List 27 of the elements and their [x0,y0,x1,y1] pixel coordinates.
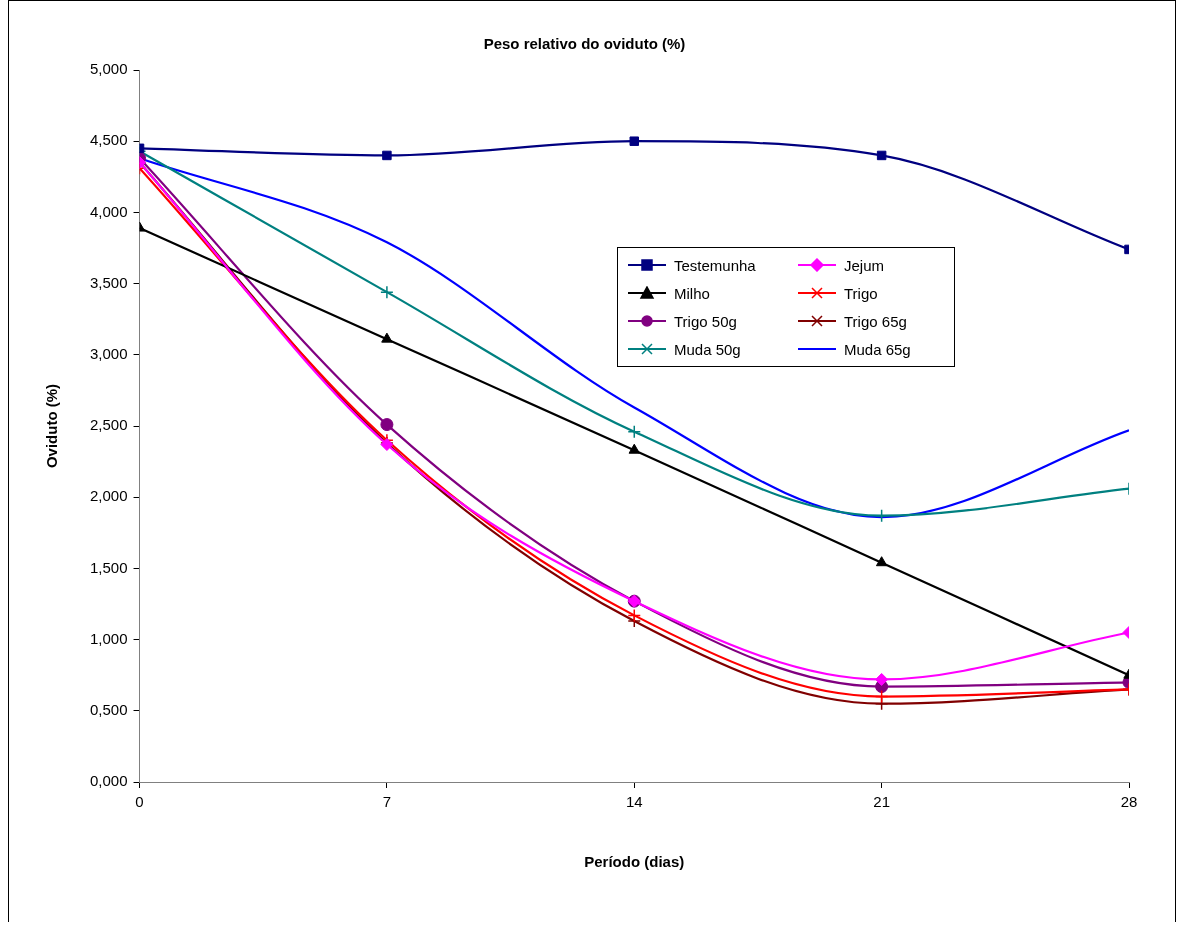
legend-label: Trigo 50g [674,312,737,330]
y-tick-label: 3,500 [89,273,128,291]
y-tick-label: 4,500 [89,131,128,149]
y-tick-label: 3,000 [89,344,128,362]
x-tick-label: 21 [873,793,890,811]
x-tick-label: 7 [382,793,392,811]
y-axis-title: Oviduto (%) [43,383,61,469]
legend-label: Trigo [844,284,878,302]
x-tick-label: 14 [625,793,643,811]
legend-label: Muda 50g [674,340,741,358]
y-tick-label: 2,000 [89,487,128,505]
legend-label: Jejum [844,256,885,274]
legend-label: Trigo 65g [844,312,907,330]
legend-label: Milho [674,284,710,302]
y-tick-label: 4,000 [89,202,128,220]
legend-label: Testemunha [674,256,756,274]
x-tick-label: 0 [135,793,144,811]
y-tick-label: 0,500 [89,700,128,718]
chart-title: Peso relativo do oviduto (%) [483,35,686,53]
x-tick-label: 28 [1120,793,1138,811]
y-tick-label: 1,000 [89,629,128,647]
y-tick-label: 2,500 [89,416,128,434]
x-axis-title: Período (dias) [584,853,685,871]
y-tick-label: 1,500 [89,558,128,576]
y-tick-label: 5,000 [89,60,128,78]
y-tick-label: 0,000 [89,772,128,790]
legend-label: Muda 65g [844,340,911,358]
